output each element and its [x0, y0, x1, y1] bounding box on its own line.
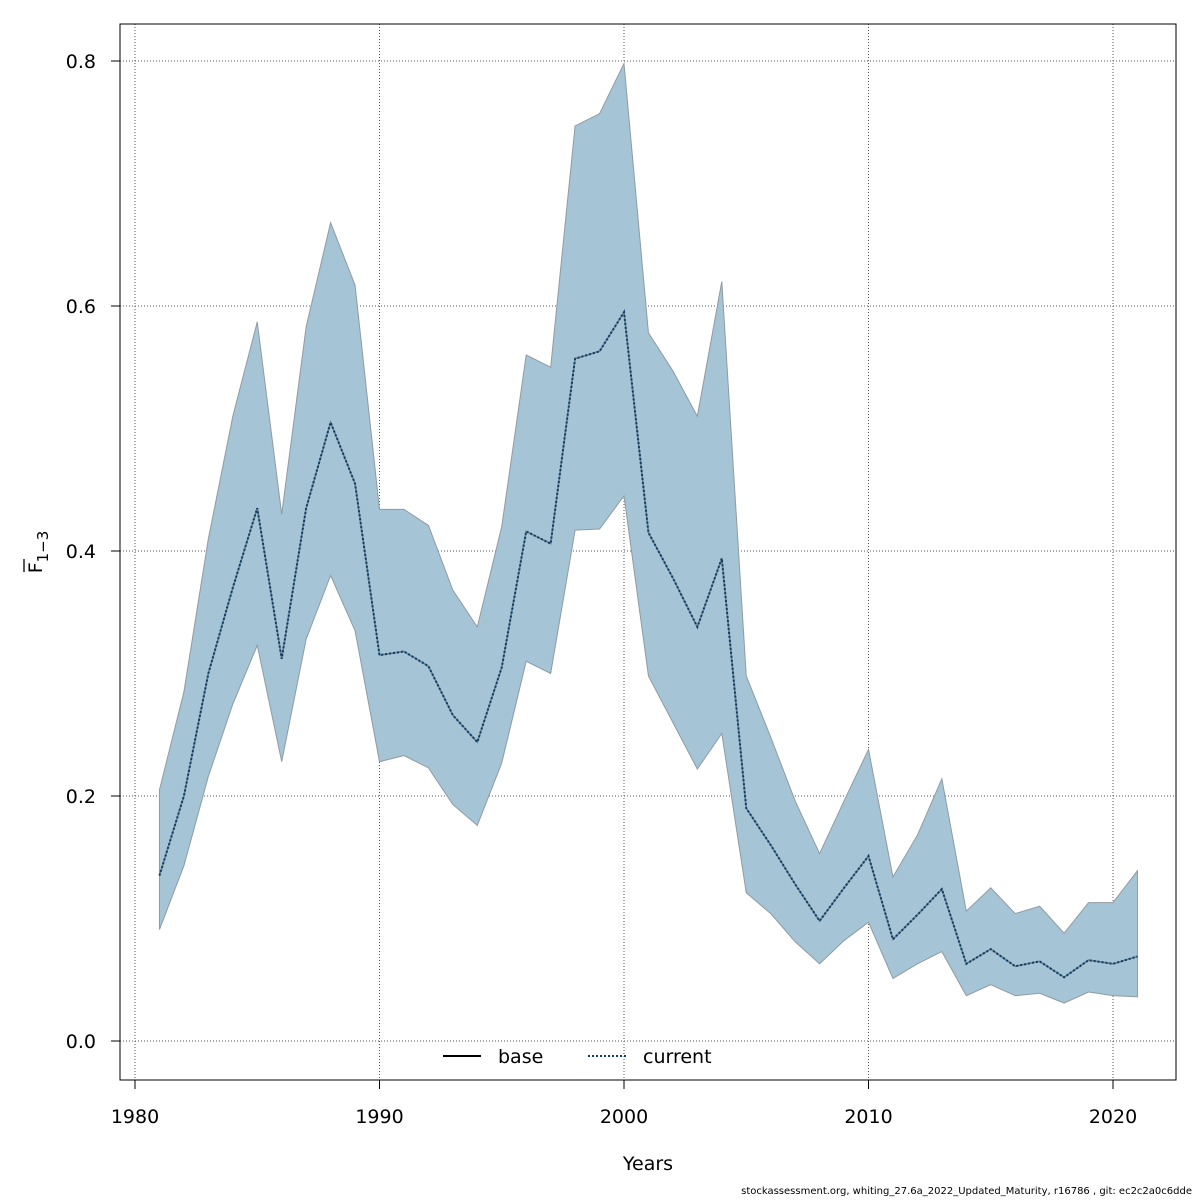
legend-label-current: current [643, 1046, 712, 1068]
y-tick-label: 0.8 [66, 51, 96, 73]
svg-text:F1−3: F1−3 [25, 531, 52, 574]
y-axis-title: F1−3 [23, 531, 52, 574]
x-tick-label: 2000 [600, 1106, 648, 1128]
y-tick-label: 0.4 [66, 541, 96, 563]
footer-caption: stockassessment.org, whiting_27.6a_2022_… [741, 1186, 1192, 1197]
y-tick-label: 0.0 [66, 1031, 96, 1053]
axis-ticks: 1980 1990 2000 2010 2020 0.0 0.2 0.4 0.6 0.8 [66, 51, 1137, 1128]
series-line-current [158, 309, 1138, 979]
plot-frame [119, 23, 1177, 1081]
y-tick-label: 0.6 [66, 296, 96, 318]
x-tick-label: 2010 [844, 1106, 892, 1128]
confidence-band [158, 61, 1138, 1004]
legend: base current [443, 1046, 712, 1068]
y-tick-label: 0.2 [66, 786, 96, 808]
legend-label-base: base [498, 1046, 543, 1068]
x-tick-label: 2020 [1089, 1106, 1137, 1128]
y-axis-title-main: F [25, 562, 47, 573]
confidence-band-layer [158, 61, 1138, 1004]
x-tick-label: 1980 [111, 1106, 159, 1128]
series-layer [158, 309, 1138, 979]
x-tick-label: 1990 [355, 1106, 403, 1128]
y-axis-title-sub: 1−3 [34, 531, 52, 563]
x-axis-title: Years [622, 1153, 673, 1175]
